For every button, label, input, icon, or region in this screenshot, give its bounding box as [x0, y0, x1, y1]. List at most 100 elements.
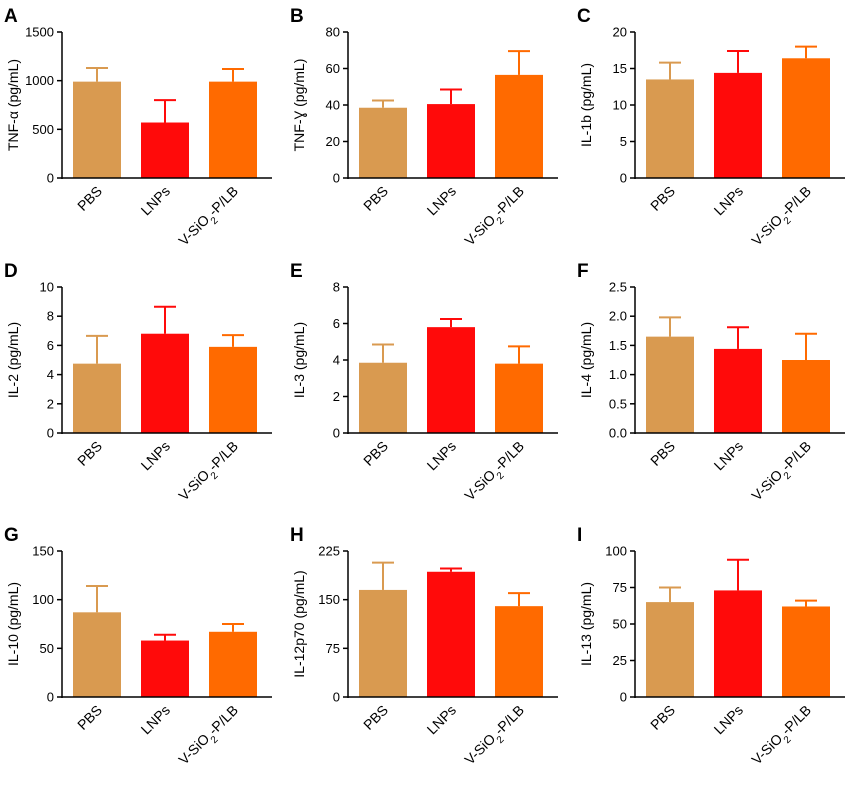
x-tick-label: PBS	[647, 183, 678, 214]
y-tick-label: 2	[333, 389, 340, 404]
x-tick-label: PBS	[360, 438, 391, 469]
y-tick-label: 0	[333, 171, 340, 186]
bar-lnps	[427, 327, 475, 433]
x-tick-label: PBS	[647, 702, 678, 733]
bar-v-sio2-p-lb	[209, 631, 257, 697]
y-tick-label: 1.5	[609, 338, 627, 353]
x-tick-label: V-SiO2-P/LB	[461, 702, 531, 772]
y-tick-label: 0.5	[609, 396, 627, 411]
panel-letter: A	[4, 6, 18, 27]
bar-pbs	[73, 612, 121, 697]
y-tick-label: 25	[613, 653, 627, 668]
x-tick-label: V-SiO2-P/LB	[175, 183, 245, 253]
y-tick-label: 5	[620, 134, 627, 149]
y-tick-label: 1.0	[609, 367, 627, 382]
x-tick-label: PBS	[74, 183, 105, 214]
y-tick-label: 0	[620, 690, 627, 705]
panel-letter: I	[577, 525, 582, 546]
bar-lnps	[141, 640, 189, 697]
x-tick-label: V-SiO2-P/LB	[748, 702, 818, 772]
y-tick-label: 50	[40, 641, 54, 656]
y-axis-label: IL-3 (pg/mL)	[291, 322, 307, 398]
bar-pbs	[646, 79, 694, 178]
x-tick-label: LNPs	[424, 438, 460, 474]
bar-pbs	[359, 362, 407, 433]
y-tick-label: 8	[47, 309, 54, 324]
bar-v-sio2-p-lb	[782, 606, 830, 697]
y-axis-label: TNF-Ɣ (pg/mL)	[291, 59, 307, 152]
bar-lnps	[714, 348, 762, 433]
y-axis-label: IL-12p70 (pg/mL)	[291, 570, 307, 677]
y-tick-label: 100	[32, 592, 54, 607]
x-tick-label: LNPs	[711, 438, 747, 474]
y-tick-label: 2.5	[609, 280, 627, 295]
y-tick-label: 0	[47, 171, 54, 186]
bar-pbs	[359, 107, 407, 178]
y-axis-label: TNF-α (pg/mL)	[5, 59, 21, 151]
y-axis-label: IL-10 (pg/mL)	[5, 582, 21, 666]
y-tick-label: 150	[32, 544, 54, 559]
x-tick-label: LNPs	[424, 183, 460, 219]
bar-lnps	[141, 333, 189, 433]
x-tick-label: LNPs	[711, 702, 747, 738]
y-tick-label: 10	[613, 98, 627, 113]
y-axis-label: IL-4 (pg/mL)	[578, 322, 594, 398]
bar-v-sio2-p-lb	[495, 363, 543, 433]
y-tick-label: 0	[333, 426, 340, 441]
bar-lnps	[714, 72, 762, 178]
y-tick-label: 50	[613, 617, 627, 632]
x-tick-label: V-SiO2-P/LB	[175, 438, 245, 508]
bar-v-sio2-p-lb	[495, 74, 543, 178]
y-tick-label: 1000	[25, 73, 54, 88]
x-tick-label: LNPs	[711, 183, 747, 219]
bar-v-sio2-p-lb	[782, 58, 830, 178]
y-tick-label: 80	[326, 25, 340, 40]
panel-letter: F	[577, 261, 589, 282]
y-tick-label: 0	[620, 171, 627, 186]
y-tick-label: 4	[333, 353, 340, 368]
y-tick-label: 40	[326, 98, 340, 113]
y-axis-label: IL-1b (pg/mL)	[578, 63, 594, 147]
y-tick-label: 500	[32, 122, 54, 137]
x-tick-label: LNPs	[138, 438, 174, 474]
bar-v-sio2-p-lb	[209, 81, 257, 178]
y-axis-label: IL-2 (pg/mL)	[5, 322, 21, 398]
bar-v-sio2-p-lb	[782, 360, 830, 433]
y-tick-label: 75	[326, 641, 340, 656]
y-tick-label: 10	[40, 280, 54, 295]
bar-lnps	[427, 104, 475, 178]
bar-lnps	[141, 122, 189, 178]
x-tick-label: LNPs	[424, 702, 460, 738]
x-tick-label: V-SiO2-P/LB	[461, 438, 531, 508]
y-tick-label: 0	[47, 426, 54, 441]
y-tick-label: 225	[318, 544, 340, 559]
y-tick-label: 15	[613, 61, 627, 76]
bar-pbs	[73, 363, 121, 433]
bar-pbs	[646, 336, 694, 433]
panel-letter: H	[290, 525, 304, 546]
y-tick-label: 100	[605, 544, 627, 559]
y-tick-label: 2	[47, 396, 54, 411]
y-tick-label: 150	[318, 592, 340, 607]
bar-pbs	[73, 81, 121, 178]
panel-letter: C	[577, 6, 591, 27]
y-tick-label: 20	[613, 25, 627, 40]
panel-letter: E	[290, 261, 303, 282]
y-tick-label: 0	[47, 690, 54, 705]
y-tick-label: 4	[47, 367, 54, 382]
x-tick-label: PBS	[647, 438, 678, 469]
bar-v-sio2-p-lb	[495, 606, 543, 697]
panel-letter: G	[4, 525, 19, 546]
x-tick-label: LNPs	[138, 702, 174, 738]
panel-letter: B	[290, 6, 304, 27]
y-tick-label: 60	[326, 61, 340, 76]
